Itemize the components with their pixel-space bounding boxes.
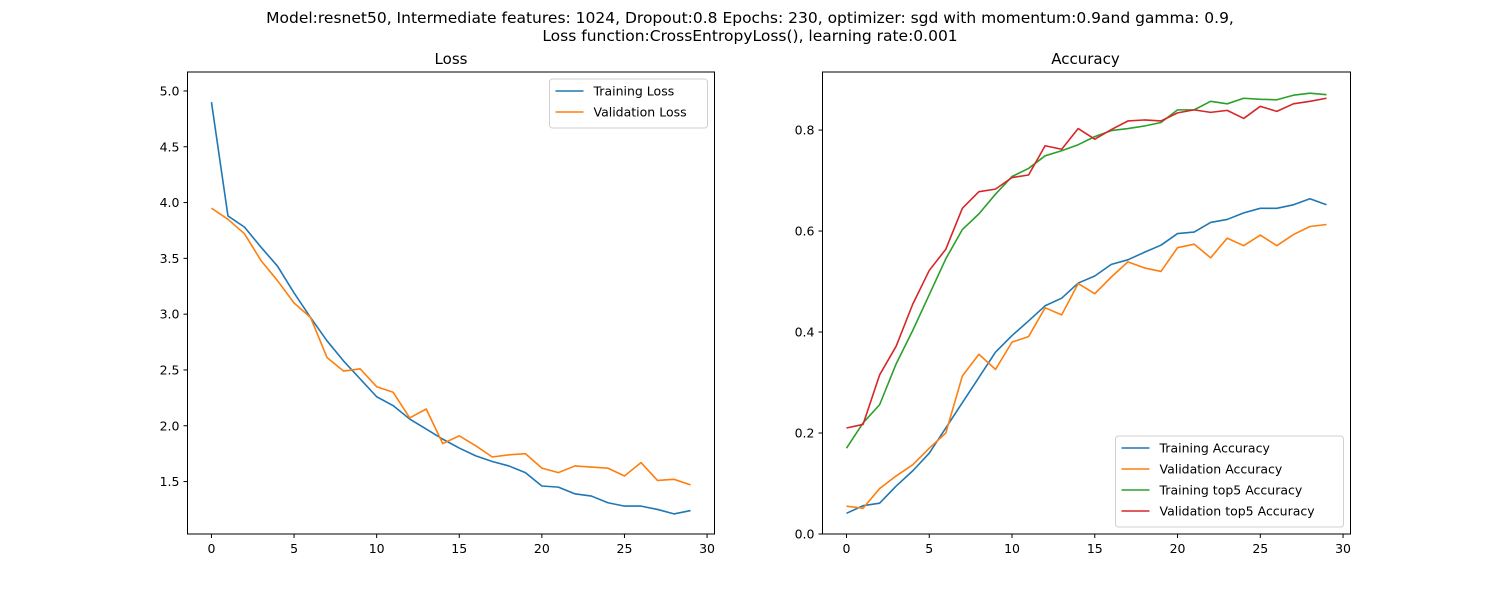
loss-legend: Training Loss Validation Loss <box>549 78 708 129</box>
accuracy-y-tick-label: 0.8 <box>795 123 815 138</box>
accuracy-x-tick-label: 15 <box>1087 541 1103 556</box>
loss-y-tick-label: 1.5 <box>160 474 180 489</box>
loss-y-tick-label: 3.0 <box>160 307 180 322</box>
loss-legend-label-validation-loss: Validation Loss <box>594 105 687 120</box>
accuracy-x-tick-label: 10 <box>1004 541 1020 556</box>
loss-x-tick-label: 15 <box>451 541 467 556</box>
loss-axes-frame <box>187 71 715 535</box>
loss-y-tick-label: 5.0 <box>160 83 180 98</box>
loss-y-tick-label: 2.0 <box>160 418 180 433</box>
loss-series-validation-loss-line <box>211 207 691 486</box>
accuracy-axis-ticks: 0 5 10 15 20 25 30 0.0 0.2 0.4 0.6 0.8 <box>795 123 1351 556</box>
accuracy-series-training-top5-accuracy-line <box>845 92 1327 449</box>
figure-suptitle-line-2: Loss function:CrossEntropyLoss(), learni… <box>542 27 958 45</box>
accuracy-plot-area <box>845 92 1327 515</box>
accuracy-y-tick-label: 0.6 <box>795 224 815 239</box>
loss-x-tick-label: 30 <box>699 541 715 556</box>
accuracy-y-tick-label: 0.4 <box>795 325 815 340</box>
accuracy-series-validation-accuracy-line <box>846 223 1327 510</box>
loss-legend-label-training-loss: Training Loss <box>593 84 675 99</box>
loss-x-tick-label: 20 <box>534 541 550 556</box>
loss-y-tick-label: 4.0 <box>160 195 180 210</box>
loss-plot-area <box>210 102 691 515</box>
accuracy-x-tick-label: 30 <box>1335 541 1351 556</box>
loss-axis-ticks: 0 5 10 15 20 25 30 1.5 2.0 2.5 3.0 3.5 4.0 4.5 5.0 <box>160 83 715 556</box>
loss-series-training-loss-line <box>210 102 691 515</box>
loss-y-tick-label: 3.5 <box>160 251 180 266</box>
accuracy-axes-frame <box>822 71 1351 535</box>
accuracy-legend: Training Accuracy Validation Accuracy Trai… <box>1115 435 1344 528</box>
figure-suptitle-line-1: Model:resnet50, Intermediate features: 1… <box>266 9 1234 27</box>
accuracy-legend-label-validation-accuracy: Validation Accuracy <box>1160 462 1283 477</box>
accuracy-legend-label-training-top5-accuracy: Training top5 Accuracy <box>1159 483 1303 498</box>
accuracy-legend-box <box>1115 435 1344 528</box>
loss-chart-title: Loss <box>435 50 468 68</box>
accuracy-y-tick-label: 0.0 <box>795 527 815 542</box>
accuracy-x-tick-label: 25 <box>1252 541 1268 556</box>
loss-x-tick-label: 0 <box>207 541 215 556</box>
loss-x-tick-label: 25 <box>617 541 633 556</box>
loss-x-tick-label: 5 <box>290 541 298 556</box>
accuracy-x-tick-label: 20 <box>1170 541 1186 556</box>
accuracy-x-tick-label: 0 <box>843 541 851 556</box>
accuracy-chart-title: Accuracy <box>1051 50 1120 68</box>
accuracy-x-tick-label: 5 <box>925 541 933 556</box>
loss-legend-box <box>549 78 708 129</box>
loss-y-tick-label: 4.5 <box>160 139 180 154</box>
accuracy-y-tick-label: 0.2 <box>795 426 815 441</box>
accuracy-legend-label-training-accuracy: Training Accuracy <box>1159 441 1271 456</box>
accuracy-series-validation-top5-accuracy-line <box>846 97 1327 429</box>
loss-x-tick-label: 10 <box>369 541 385 556</box>
loss-y-tick-label: 2.5 <box>160 362 180 377</box>
accuracy-series-training-accuracy-line <box>846 197 1327 515</box>
loss-chart: Loss 0 5 10 15 20 25 30 1.5 2.0 2.5 3.0 3.5 4.0 4.5 5.… <box>160 50 715 556</box>
accuracy-chart: Accuracy 0 5 10 15 20 25 30 0.0 0.2 0.4 0.6 0.8 Tra… <box>795 50 1351 556</box>
accuracy-legend-label-validation-top5-accuracy: Validation top5 Accuracy <box>1160 504 1316 519</box>
